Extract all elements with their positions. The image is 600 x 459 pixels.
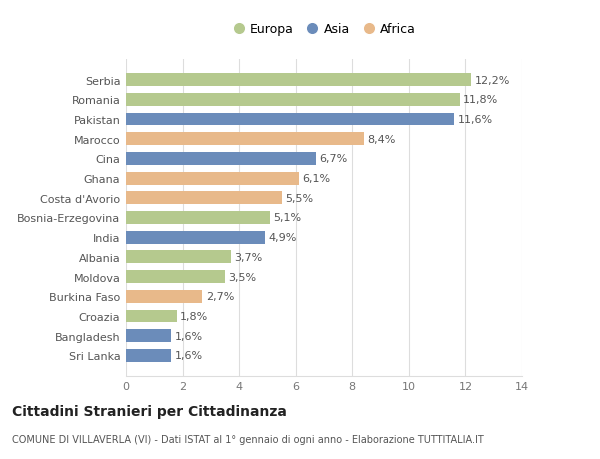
Text: 8,4%: 8,4% [367,134,395,145]
Bar [126,349,171,362]
Text: 1,6%: 1,6% [175,331,203,341]
Bar [126,290,202,303]
Legend: Europa, Asia, Africa: Europa, Asia, Africa [227,18,421,41]
Text: 12,2%: 12,2% [475,75,510,85]
Bar [126,231,265,244]
Bar [126,133,364,146]
Text: 5,5%: 5,5% [285,193,313,203]
Bar [126,330,171,342]
Bar [126,94,460,106]
Text: 6,1%: 6,1% [302,174,330,184]
Text: 1,8%: 1,8% [181,311,209,321]
Bar [126,74,471,87]
Bar [126,212,270,224]
Text: 11,8%: 11,8% [463,95,499,105]
Text: 2,7%: 2,7% [206,291,234,302]
Bar [126,271,225,283]
Text: 6,7%: 6,7% [319,154,347,164]
Text: 4,9%: 4,9% [268,233,296,243]
Text: 5,1%: 5,1% [274,213,302,223]
Text: 3,5%: 3,5% [229,272,257,282]
Text: 11,6%: 11,6% [458,115,493,125]
Text: 1,6%: 1,6% [175,351,203,361]
Text: 3,7%: 3,7% [234,252,262,263]
Bar [126,251,230,264]
Bar [126,113,454,126]
Bar [126,192,281,205]
Text: Cittadini Stranieri per Cittadinanza: Cittadini Stranieri per Cittadinanza [12,404,287,418]
Text: COMUNE DI VILLAVERLA (VI) - Dati ISTAT al 1° gennaio di ogni anno - Elaborazione: COMUNE DI VILLAVERLA (VI) - Dati ISTAT a… [12,434,484,444]
Bar [126,153,316,165]
Bar [126,310,177,323]
Bar [126,172,299,185]
